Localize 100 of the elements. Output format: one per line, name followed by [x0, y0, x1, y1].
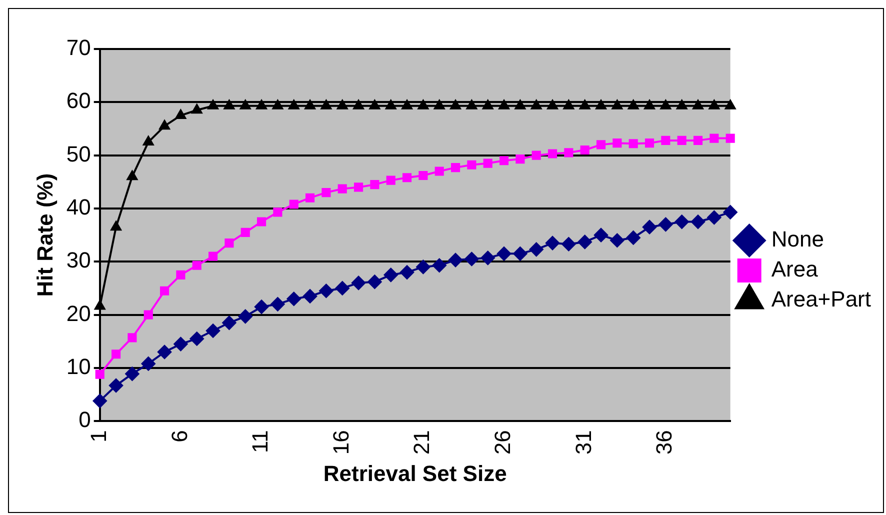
point	[305, 193, 315, 202]
point	[256, 217, 266, 226]
point	[304, 100, 316, 110]
point	[450, 100, 461, 110]
y-tick-label: 70	[66, 35, 91, 60]
point	[693, 136, 703, 145]
point	[644, 138, 654, 148]
point	[322, 188, 331, 198]
point	[192, 260, 202, 270]
y-tick-label: 10	[66, 354, 91, 380]
point	[240, 100, 251, 110]
point	[710, 134, 719, 143]
point	[386, 176, 396, 185]
point	[692, 100, 704, 110]
point	[402, 100, 412, 110]
point	[416, 260, 430, 274]
point	[126, 170, 138, 180]
point	[224, 238, 234, 248]
point	[529, 242, 544, 256]
point	[677, 136, 686, 145]
point	[95, 370, 104, 379]
point	[483, 158, 492, 168]
point	[402, 173, 412, 182]
point	[238, 309, 252, 324]
point	[448, 253, 463, 268]
point	[112, 350, 121, 359]
point	[642, 220, 657, 234]
y-axis-title: Hit Rate (%)	[32, 173, 58, 297]
point	[175, 109, 186, 119]
x-tick-label: 16	[328, 430, 354, 455]
point	[224, 100, 235, 110]
point	[596, 100, 606, 110]
point	[176, 270, 186, 280]
point	[222, 316, 236, 330]
point	[626, 230, 640, 245]
point	[288, 100, 300, 110]
point	[369, 100, 380, 110]
legend-label: Area	[771, 256, 819, 282]
point	[338, 184, 347, 194]
point	[628, 139, 638, 148]
point	[562, 237, 576, 252]
point	[384, 268, 398, 282]
point	[159, 120, 170, 130]
point	[303, 289, 318, 304]
point	[418, 170, 428, 180]
point	[498, 100, 510, 110]
point	[580, 145, 590, 155]
point	[354, 182, 364, 192]
legend-label: None	[771, 226, 824, 252]
point	[418, 100, 429, 110]
point	[547, 100, 558, 110]
point	[532, 150, 541, 160]
point	[497, 246, 512, 261]
point	[256, 100, 267, 110]
legend-label: Area+Part	[771, 286, 872, 312]
point	[499, 156, 509, 166]
point	[240, 228, 250, 237]
point	[548, 149, 558, 158]
point	[352, 276, 366, 290]
point	[190, 332, 204, 346]
point	[208, 252, 218, 261]
point	[546, 236, 560, 250]
point	[319, 284, 334, 298]
point	[92, 394, 107, 408]
x-tick-label: 31	[570, 430, 596, 455]
point	[660, 100, 671, 110]
point	[158, 345, 172, 360]
point	[434, 166, 444, 176]
point	[254, 300, 269, 314]
point	[564, 148, 574, 158]
x-axis-title: Retrieval Set Size	[323, 460, 507, 486]
point	[612, 100, 623, 110]
point	[707, 210, 722, 225]
point	[270, 297, 285, 312]
y-tick-label: 40	[66, 194, 91, 220]
point	[174, 337, 188, 352]
point	[708, 100, 720, 110]
point	[141, 356, 156, 371]
point	[612, 138, 622, 148]
x-tick-label: 1	[86, 430, 111, 442]
point	[674, 214, 689, 229]
point	[368, 274, 382, 289]
point	[610, 233, 624, 248]
point	[676, 100, 688, 110]
y-tick-label: 50	[66, 141, 91, 166]
point	[531, 100, 542, 110]
y-tick-label: 60	[66, 88, 91, 114]
point	[464, 252, 479, 266]
point	[563, 100, 574, 110]
x-tick-label: 26	[490, 430, 516, 455]
x-tick-label: 21	[409, 430, 434, 455]
point	[432, 258, 446, 272]
y-tick-label: 30	[66, 248, 91, 273]
point	[353, 100, 364, 110]
point	[337, 100, 348, 110]
point	[386, 100, 396, 110]
y-tick-label: 20	[66, 300, 91, 326]
y-tick-label: 0	[78, 407, 91, 432]
point	[594, 228, 608, 242]
point	[450, 163, 460, 172]
